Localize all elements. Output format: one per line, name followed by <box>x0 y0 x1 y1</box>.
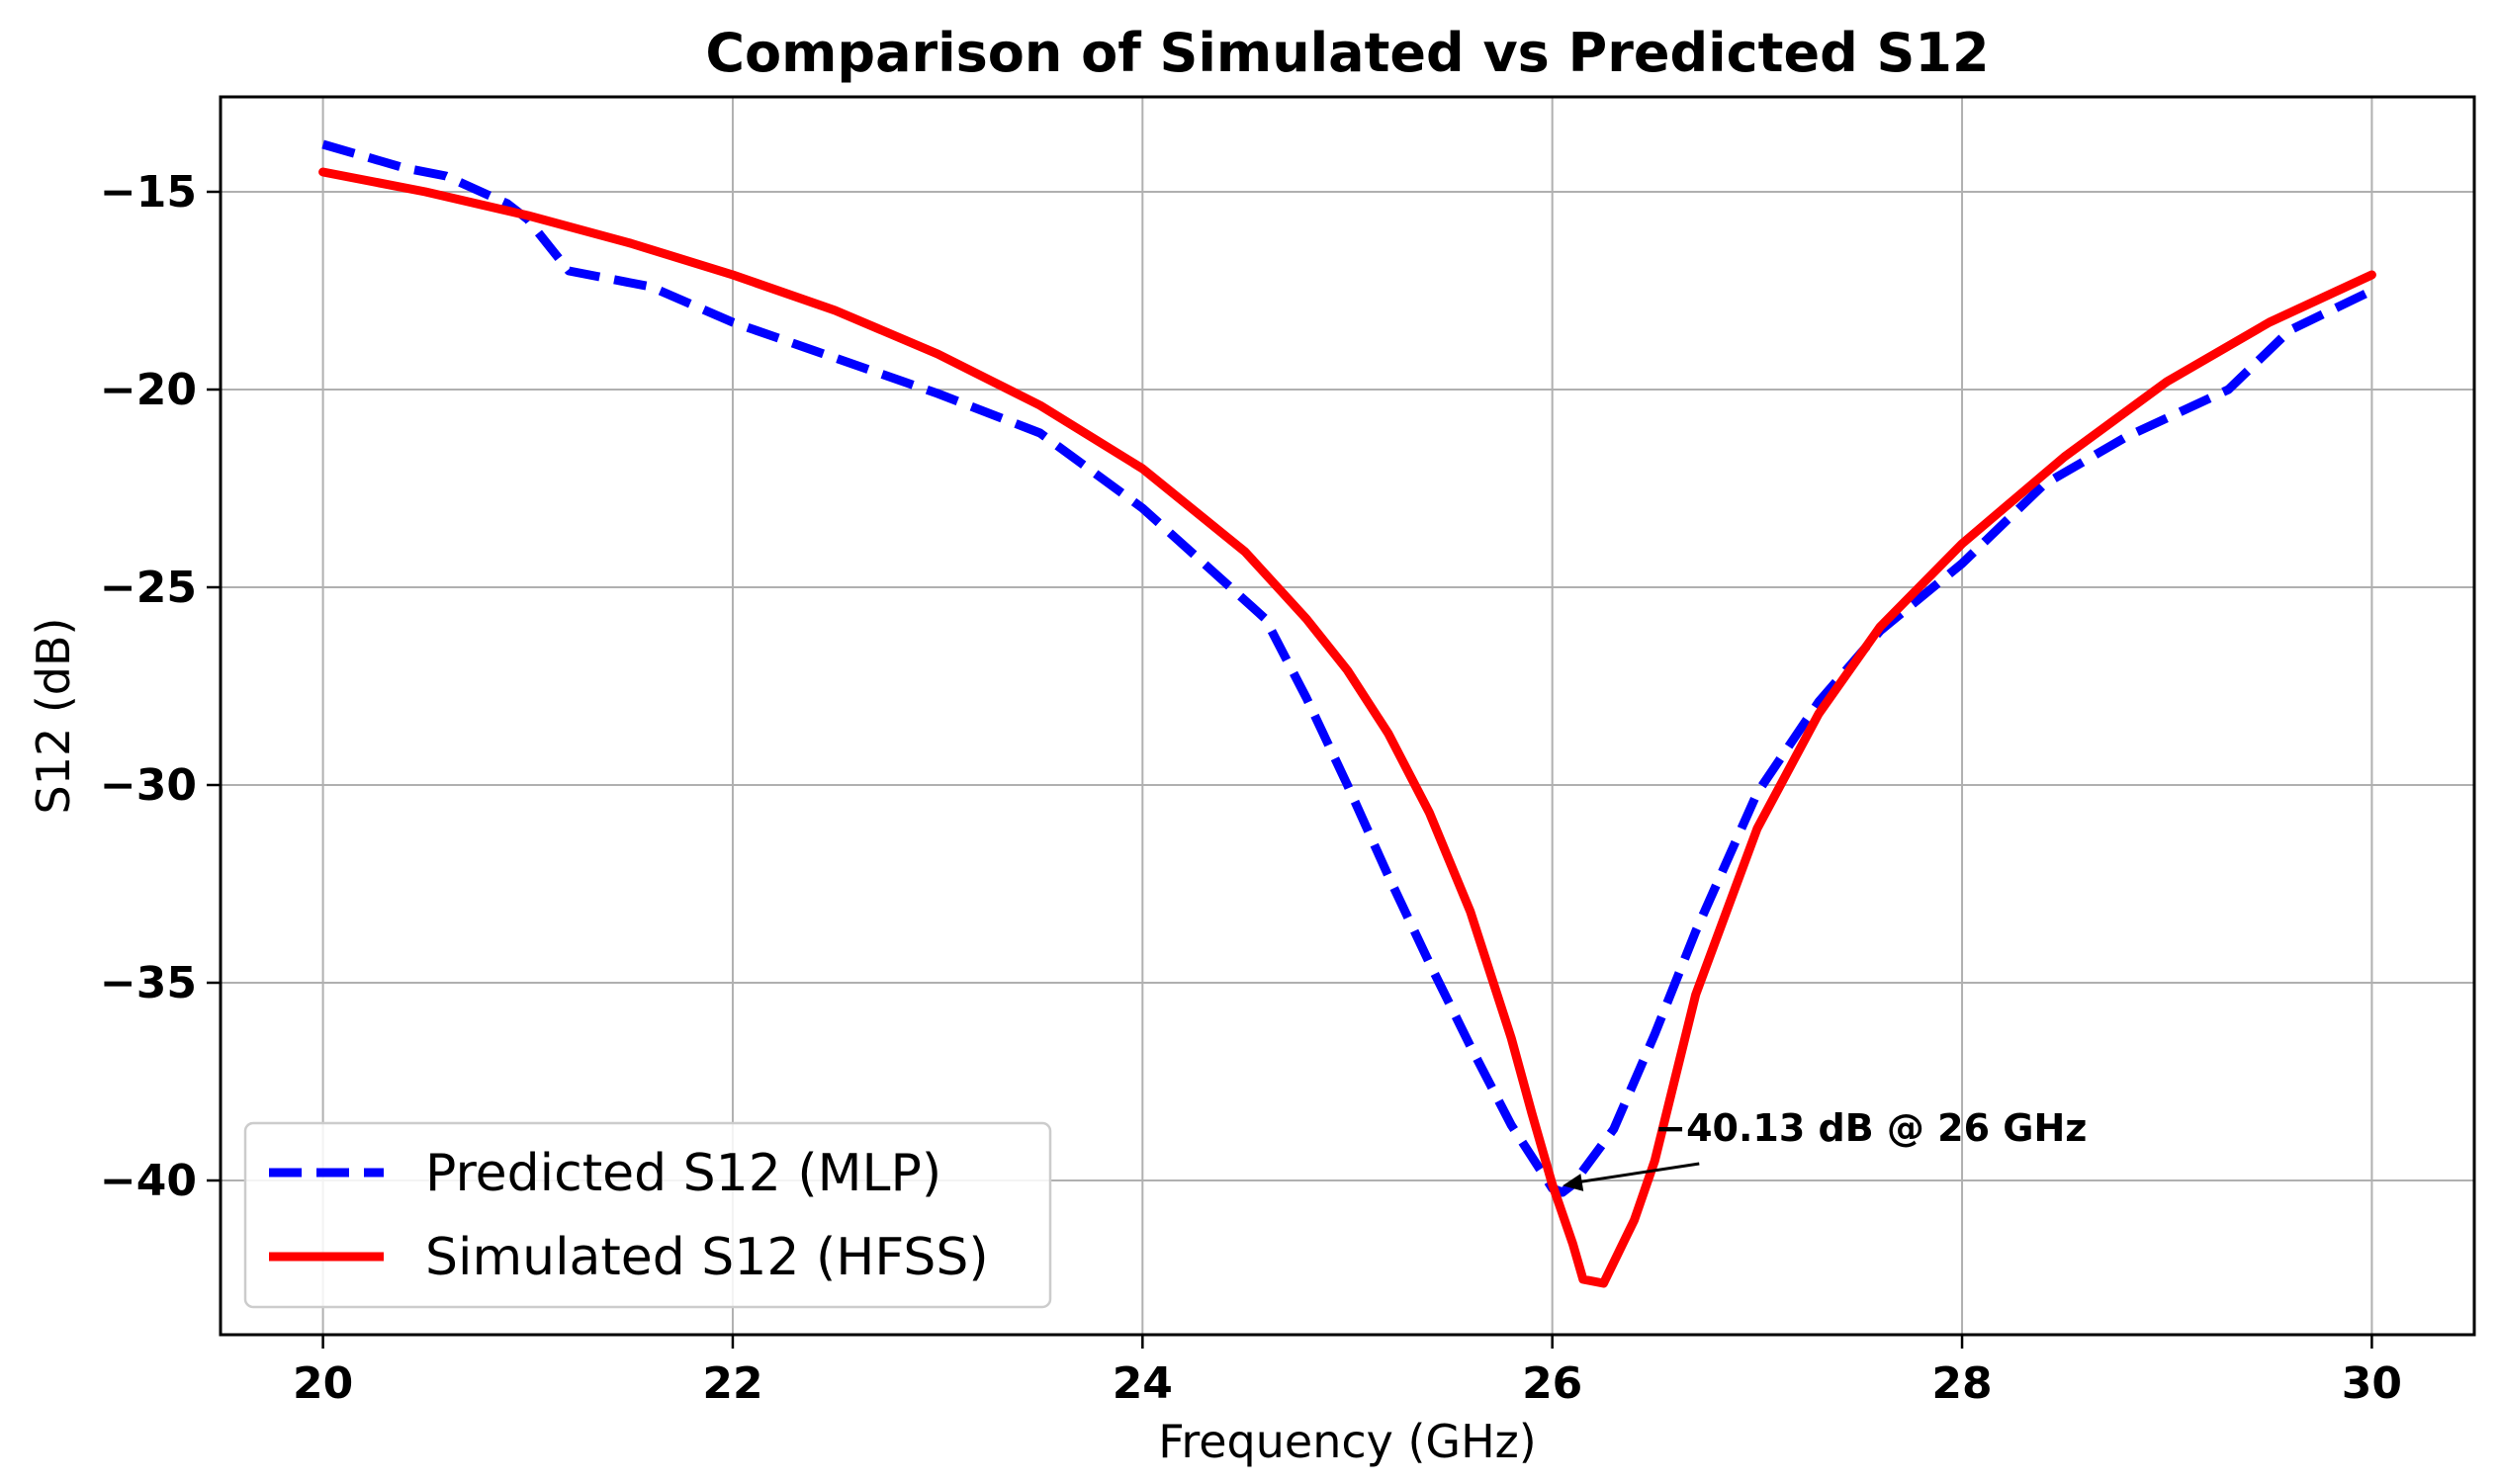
x-tick-label: 28 <box>1931 1358 1992 1409</box>
x-tick-label: 30 <box>2342 1358 2402 1409</box>
x-axis-label: Frequency (GHz) <box>1158 1415 1537 1468</box>
x-tick-label: 22 <box>702 1358 762 1409</box>
legend: Predicted S12 (MLP) Simulated S12 (HFSS) <box>243 1121 1052 1309</box>
annotation-arrow-line <box>1567 1162 1700 1185</box>
legend-label: Simulated S12 (HFSS) <box>425 1228 989 1287</box>
annotation-layer: −40.13 dB @ 26 GHz <box>1562 1106 2087 1191</box>
axes-frame <box>219 95 2476 1337</box>
series-line-simulated <box>318 167 2376 1288</box>
series-layer <box>318 139 2376 1288</box>
x-tick-label: 26 <box>1522 1358 1582 1409</box>
series-line-predicted <box>321 139 2374 1197</box>
ticks: 20 22 24 26 28 30 −40 −35 −30 −25 −20 −15 <box>100 167 2402 1409</box>
y-tick-label: −30 <box>100 760 197 811</box>
annotation-arrowhead <box>1562 1174 1584 1191</box>
y-tick-label: −35 <box>100 958 197 1008</box>
y-tick-label: −20 <box>100 365 197 415</box>
annotation-text: −40.13 dB @ 26 GHz <box>1654 1106 2087 1150</box>
y-tick-label: −40 <box>100 1156 197 1206</box>
y-tick-label: −15 <box>100 167 197 218</box>
x-tick-label: 20 <box>293 1358 353 1409</box>
y-axis-label: S12 (dB) <box>27 617 80 814</box>
legend-box <box>243 1121 1052 1309</box>
y-tick-label: −25 <box>100 563 197 613</box>
chart-title: Comparison of Simulated vs Predicted S12 <box>705 22 1989 84</box>
x-tick-label: 24 <box>1113 1358 1173 1409</box>
legend-label: Predicted S12 (MLP) <box>425 1144 941 1203</box>
